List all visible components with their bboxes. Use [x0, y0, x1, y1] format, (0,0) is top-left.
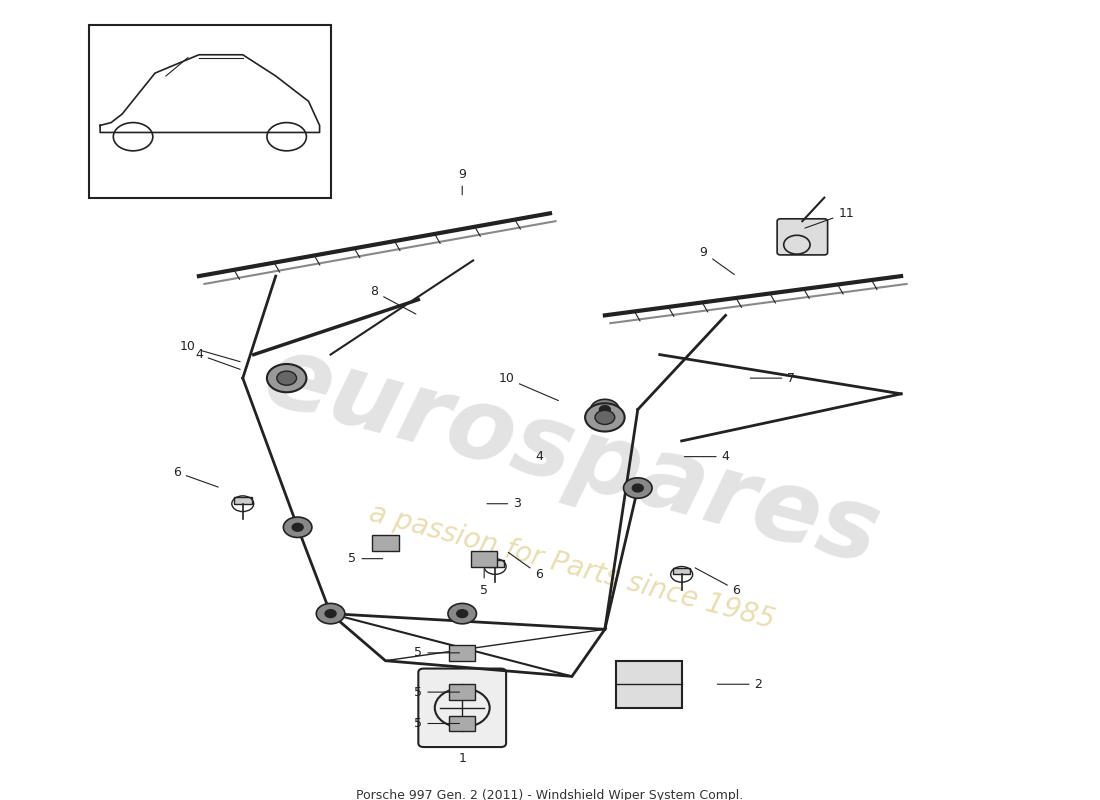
Bar	[486, 560, 504, 566]
Text: 4: 4	[535, 450, 543, 463]
Circle shape	[600, 406, 610, 414]
Text: 5: 5	[481, 570, 488, 597]
Text: 9: 9	[700, 246, 735, 274]
Bar	[616, 661, 682, 708]
Circle shape	[448, 603, 476, 624]
Text: 6: 6	[508, 553, 543, 581]
Circle shape	[585, 403, 625, 431]
Circle shape	[595, 410, 615, 425]
Circle shape	[267, 364, 307, 392]
Bar	[449, 645, 475, 661]
Text: 5: 5	[415, 717, 460, 730]
Text: eurospares: eurospares	[254, 328, 890, 586]
FancyBboxPatch shape	[418, 669, 506, 747]
Text: 2: 2	[717, 678, 762, 690]
Bar	[89, 25, 331, 198]
Text: 6: 6	[173, 466, 218, 487]
Text: 1: 1	[459, 752, 466, 766]
Circle shape	[591, 399, 619, 420]
Text: 8: 8	[371, 286, 416, 314]
Bar	[449, 716, 475, 731]
Circle shape	[277, 371, 297, 386]
Text: 6: 6	[695, 568, 740, 597]
Bar	[449, 684, 475, 700]
Text: 3: 3	[487, 498, 521, 510]
Circle shape	[317, 603, 344, 624]
Circle shape	[284, 517, 312, 538]
Text: 4: 4	[684, 450, 729, 463]
Text: 5: 5	[349, 552, 383, 565]
Text: 10: 10	[180, 340, 240, 362]
Circle shape	[326, 610, 336, 618]
Text: 5: 5	[415, 686, 460, 698]
Text: 4: 4	[195, 348, 240, 370]
Text: Porsche 997 Gen. 2 (2011) - Windshield Wiper System Compl.: Porsche 997 Gen. 2 (2011) - Windshield W…	[356, 789, 744, 800]
Text: a passion for Parts since 1985: a passion for Parts since 1985	[366, 499, 778, 634]
FancyBboxPatch shape	[777, 219, 827, 255]
Circle shape	[624, 478, 652, 498]
Bar	[673, 568, 691, 574]
Bar	[471, 551, 497, 566]
Circle shape	[293, 523, 304, 531]
Text: 9: 9	[459, 167, 466, 195]
Text: 7: 7	[750, 372, 795, 385]
Bar	[372, 535, 398, 551]
Text: 5: 5	[415, 646, 460, 659]
Text: 10: 10	[498, 372, 559, 401]
Bar	[234, 498, 252, 504]
Text: 11: 11	[805, 207, 854, 228]
Circle shape	[632, 484, 644, 492]
Circle shape	[456, 610, 468, 618]
